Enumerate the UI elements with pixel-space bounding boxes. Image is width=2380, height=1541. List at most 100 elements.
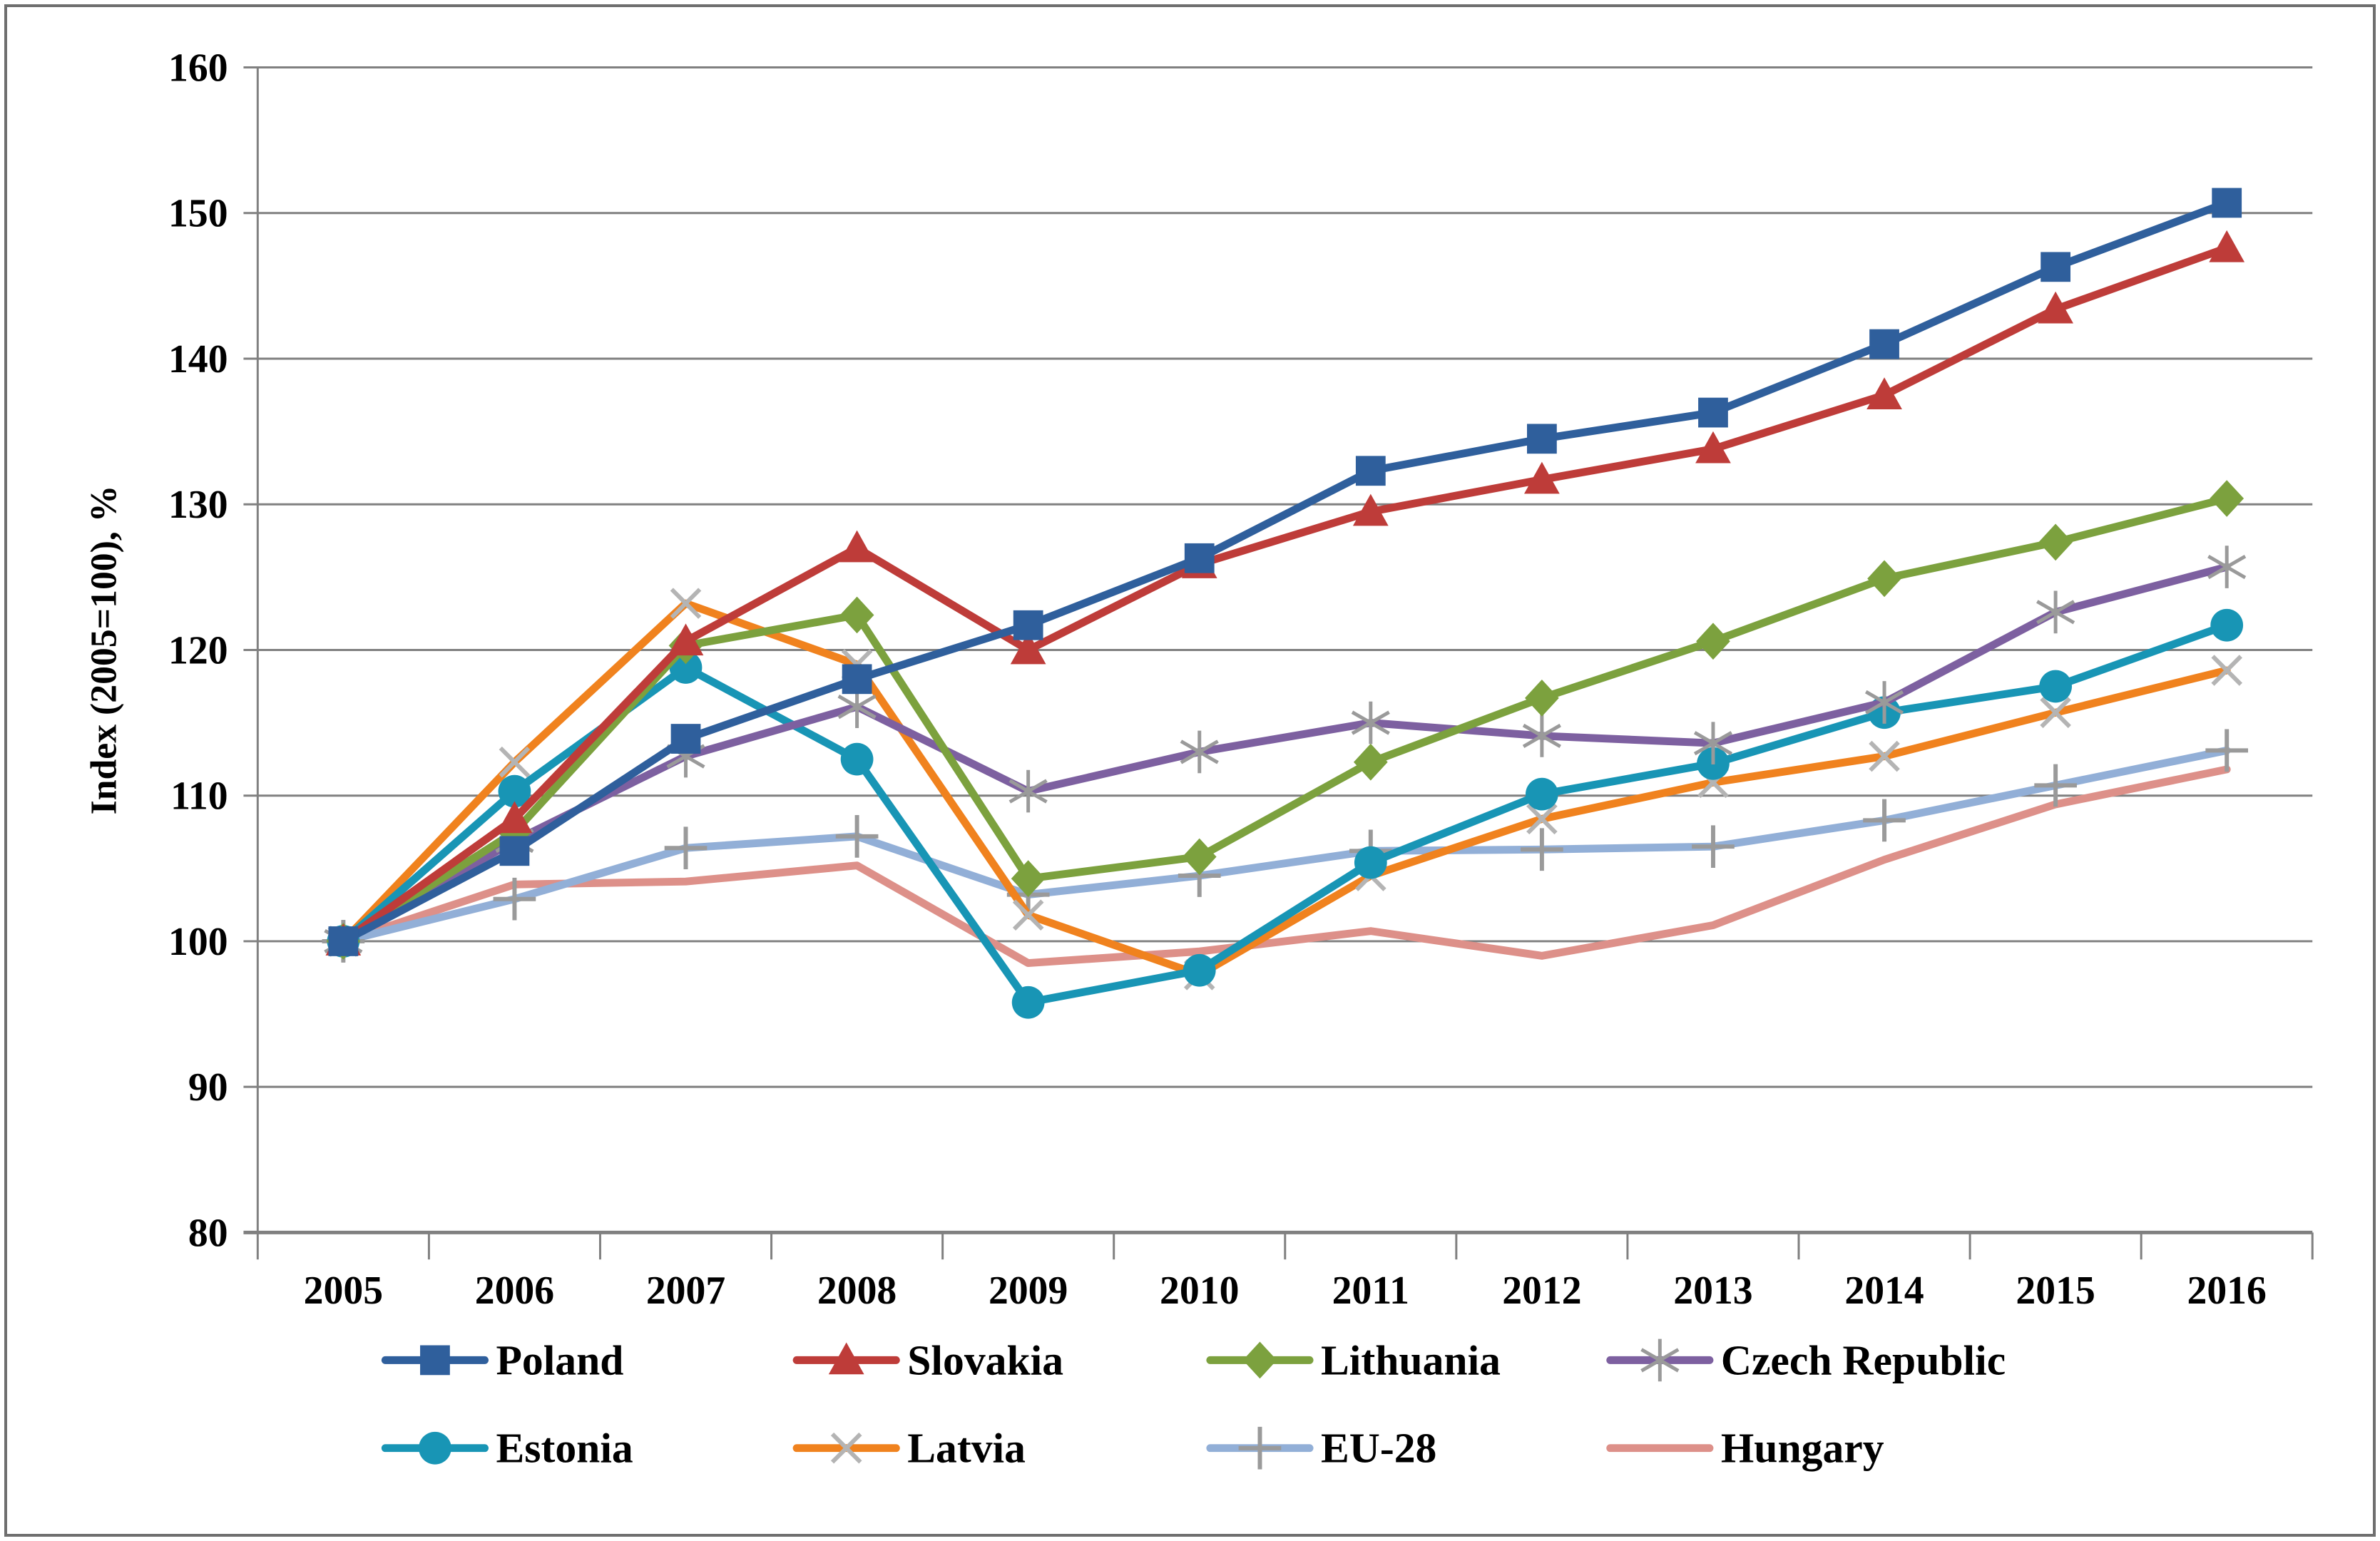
legend-label: Lithuania [1321,1336,1501,1383]
legend-label: Slovakia [907,1336,1063,1383]
series-line-slovakia [339,244,2231,946]
data-point-lithuania-2014 [1867,560,1901,598]
data-point-lithuania-2015 [2038,523,2073,561]
y-tick-label-80: 80 [188,1211,228,1255]
legend-marker [1242,1341,1277,1379]
data-point-eu-28-2006 [493,877,536,921]
data-point-lithuania-2016 [2210,480,2244,517]
data-point-czech-republic-2009 [1008,769,1048,813]
data-point-latvia-2016 [2211,655,2242,686]
data-point-eu-28-2016 [2205,729,2249,772]
series-line-latvia [339,599,2231,979]
data-point-estonia-2015 [2039,670,2072,703]
data-point-eu-28-2013 [1692,825,1735,869]
data-point-poland-2006 [499,836,530,866]
y-tick-label-130: 130 [168,483,228,527]
data-point-czech-republic-2013 [1693,722,1733,765]
data-point-poland-2007 [670,724,701,754]
y-tick-label-100: 100 [168,920,228,964]
legend-marker [419,1431,451,1465]
y-axis-title: Index (2005=100), % [83,486,124,815]
data-point-poland-2016 [2212,188,2242,218]
legend-item-estonia[interactable]: Estonia [381,1425,633,1472]
series-line-lithuania [339,494,2231,946]
data-point-estonia-2010 [1183,953,1216,987]
legend-item-latvia[interactable]: Latvia [792,1425,1026,1472]
chart-svg: 80 90 100 110 120 130 140 150 160 2005 2006 2007 200… [83,46,2314,1472]
legend-item-slovakia[interactable]: Slovakia [792,1336,1063,1383]
legend-marker [1238,1426,1282,1470]
y-tick-label-110: 110 [170,774,228,819]
data-point-estonia-2008 [840,742,874,776]
x-tick-label-2016: 2016 [2187,1269,2267,1313]
data-point-slovakia-2016 [2209,230,2245,262]
series-line-czech-republic [339,563,2231,946]
data-point-czech-republic-2010 [1180,730,1219,774]
data-point-poland-2015 [2041,252,2071,282]
data-point-slovakia-2012 [1524,461,1560,494]
legend-marker [830,1432,862,1464]
data-point-slovakia-2008 [839,530,875,563]
data-point-lithuania-2010 [1182,838,1217,876]
chart-figure: 80 90 100 110 120 130 140 150 160 2005 2006 2007 200… [4,4,2376,1537]
legend-label: Hungary [1721,1425,1884,1472]
data-point-latvia-2014 [1869,740,1900,772]
x-tick-label-2012: 2012 [1502,1269,1581,1313]
data-point-poland-2012 [1527,424,1557,454]
data-point-estonia-2011 [1354,846,1387,879]
series-line-hungary [339,765,2231,968]
legend-label: EU-28 [1321,1425,1436,1472]
data-point-poland-2011 [1355,456,1386,486]
series-line-estonia [339,621,2231,1007]
data-point-slovakia-2007 [668,623,704,656]
legend-label: Latvia [907,1425,1026,1472]
data-point-czech-republic-2015 [2036,590,2075,634]
x-tick-label-2015: 2015 [2016,1269,2095,1313]
x-tick-label-2007: 2007 [646,1269,725,1313]
data-point-latvia-2006 [499,746,531,778]
data-point-slovakia-2011 [1352,493,1389,526]
y-tick-label-120: 120 [168,628,228,672]
data-point-eu-28-2008 [835,815,879,858]
data-point-poland-2010 [1184,543,1215,573]
legend-marker [1640,1338,1680,1382]
x-tick-label-2011: 2011 [1332,1269,1409,1313]
data-point-poland-2008 [842,664,872,695]
x-tick-label-2010: 2010 [1160,1269,1239,1313]
data-point-latvia-2009 [1012,899,1044,931]
x-tick-label-2014: 2014 [1844,1269,1924,1313]
legend-item-lithuania[interactable]: Lithuania [1206,1336,1501,1383]
data-point-estonia-2012 [1526,777,1558,811]
data-point-slovakia-2013 [1695,431,1731,464]
legend-label: Poland [496,1336,623,1383]
data-point-slovakia-2009 [1010,632,1046,665]
data-point-poland-2014 [1869,329,1899,359]
data-point-lithuania-2013 [1696,623,1730,660]
legend-item-hungary[interactable]: Hungary [1606,1425,1884,1472]
y-tick-label-160: 160 [168,46,228,90]
data-point-eu-28-2012 [1521,828,1563,871]
x-tick-label-2006: 2006 [475,1269,554,1313]
legend-item-poland[interactable]: Poland [381,1336,623,1383]
series-line-eu-28 [339,746,2231,946]
x-tick-label-2013: 2013 [1673,1269,1752,1313]
data-point-czech-republic-2012 [1522,715,1561,757]
legend-marker [420,1345,450,1376]
data-point-czech-republic-2014 [1864,681,1904,724]
data-point-poland-2009 [1013,610,1043,640]
data-point-estonia-2016 [2210,608,2244,642]
data-point-poland-2005 [328,926,359,956]
x-tick-label-2009: 2009 [989,1269,1068,1313]
x-tick-label-2005: 2005 [304,1269,383,1313]
legend-item-czech-republic[interactable]: Czech Republic [1606,1336,2006,1383]
x-tick-label-2008: 2008 [817,1269,897,1313]
data-point-estonia-2006 [498,774,531,808]
data-point-slovakia-2014 [1866,377,1902,409]
legend-item-eu-28[interactable]: EU-28 [1206,1425,1437,1472]
data-point-slovakia-2006 [496,801,533,834]
legend-label: Czech Republic [1721,1336,2006,1383]
legend-marker [828,1342,864,1375]
data-point-eu-28-2007 [664,826,708,870]
data-point-czech-republic-2016 [2207,546,2247,588]
data-point-latvia-2007 [670,588,702,619]
